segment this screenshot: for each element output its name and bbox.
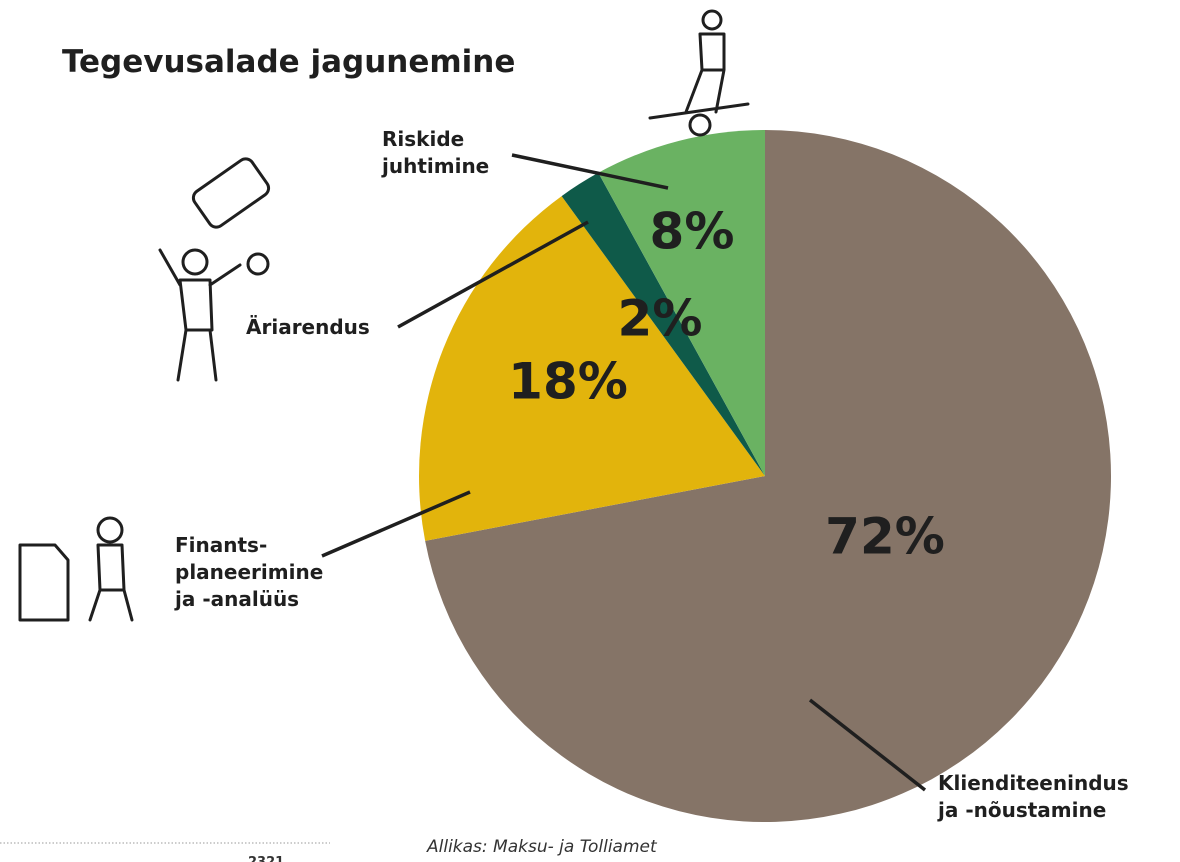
label-line: Finants- [175, 533, 267, 557]
icon [96, 516, 124, 544]
category-label: Klienditeenindus ja -nõustamine [937, 771, 1129, 822]
leader-line [808, 698, 927, 792]
value-label: 18% [508, 353, 628, 411]
icon [181, 248, 209, 276]
icon [648, 32, 750, 120]
label-line: ja -nõustamine [937, 798, 1106, 822]
icon [18, 543, 134, 622]
leader-line [511, 153, 669, 190]
label-line: Klienditeenindus [938, 771, 1129, 795]
icon [688, 113, 712, 137]
leader-line [321, 490, 471, 558]
value-label: 2% [618, 290, 703, 348]
value-label: 8% [650, 203, 735, 261]
leader-line [397, 220, 589, 329]
pie [418, 130, 1111, 822]
pie-slice [598, 130, 765, 476]
label-line: juhtimine [381, 154, 489, 178]
label-line: Riskide [382, 127, 464, 151]
category-label: Äriarendus [246, 315, 370, 339]
chart-title: Tegevusalade jagunemine [62, 44, 515, 80]
icons [18, 9, 750, 622]
pie-slice [561, 172, 765, 476]
category-label: Riskide juhtimine [381, 127, 489, 178]
icon [191, 157, 271, 229]
pie-slice [425, 130, 1111, 822]
value-label: 72% [825, 508, 945, 566]
source: Allikas: Maksu- ja Tolliamet [426, 837, 658, 857]
category-label: Finants-planeerimine ja -analüüs [174, 533, 323, 611]
icon [701, 9, 723, 31]
label-line: planeerimine [175, 560, 323, 584]
label-line: ja -analüüs [174, 587, 299, 611]
icon [246, 252, 270, 276]
page-number: 2321 [248, 855, 284, 862]
icon [158, 248, 242, 382]
pie-slice [418, 196, 765, 541]
